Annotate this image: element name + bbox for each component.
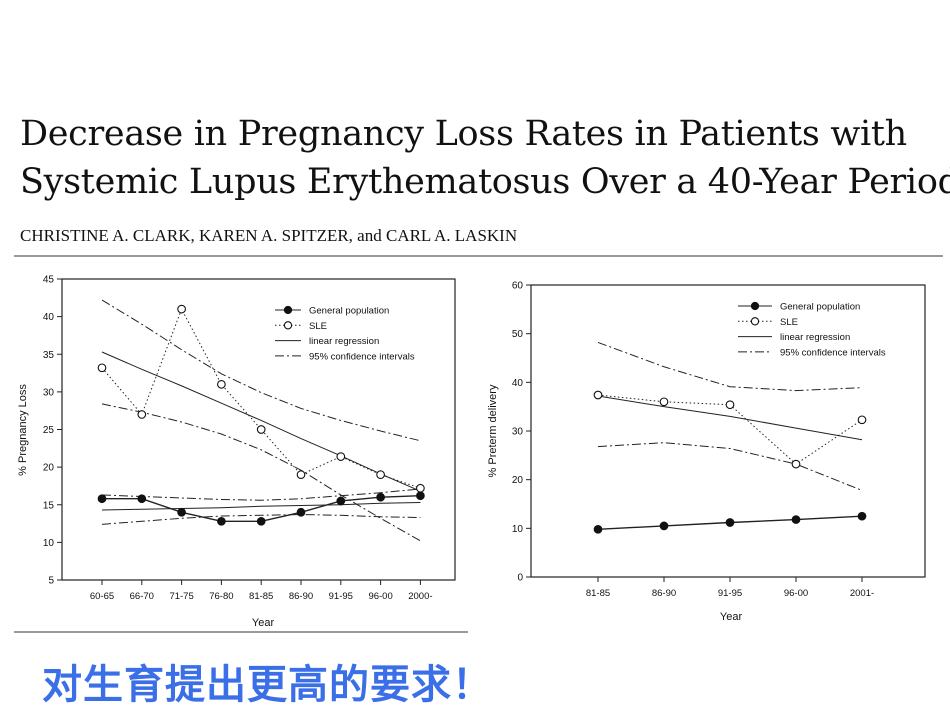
y-tick-label: 30 <box>512 427 524 438</box>
plot-frame <box>530 284 926 578</box>
legend-entry-label: SLE <box>309 321 327 332</box>
confidence-interval-line <box>597 442 863 491</box>
x-tick-label: 91-95 <box>329 591 353 602</box>
general-population-point <box>137 494 147 504</box>
x-tick-label: 96-00 <box>784 588 808 599</box>
sle-point <box>97 363 107 373</box>
general-population-point <box>725 518 735 527</box>
general-population-point <box>336 496 346 506</box>
x-tick-label: 86-90 <box>652 588 676 599</box>
divider-top <box>14 255 943 257</box>
authors-line: CHRISTINE A. CLARK, KAREN A. SPITZER, an… <box>20 226 518 245</box>
y-axis-label: % Preterm delivery <box>487 384 499 477</box>
legend-swatch-marker <box>283 321 293 330</box>
sle-point <box>296 470 306 480</box>
sle-point <box>416 483 425 493</box>
x-tick-label: 60-65 <box>90 591 114 602</box>
confidence-interval-line <box>101 299 421 442</box>
y-tick-label: 10 <box>43 538 55 549</box>
x-tick-label: 71-75 <box>169 591 193 602</box>
general-population-point <box>857 511 867 521</box>
slogan-text: 对生育提出更高的要求！ <box>42 662 493 708</box>
legend-entry-label: General population <box>780 302 860 313</box>
y-tick-label: 60 <box>512 281 524 292</box>
y-tick-label: 30 <box>43 387 55 398</box>
legend-entry-label: 95% confidence intervals <box>309 351 415 362</box>
chart-1: 5 10 15 20 25 30 35 40 45 60-65 66-70 71-75 76-80 81-… <box>17 275 456 629</box>
legend-swatch-marker <box>283 305 293 315</box>
general-population-point <box>791 515 801 524</box>
legend-entry-label: General population <box>309 306 389 317</box>
x-tick-label: 86-90 <box>289 591 313 602</box>
sle-series-line <box>101 307 421 489</box>
y-tick-label: 40 <box>512 378 524 389</box>
general-population-point <box>177 507 186 517</box>
sle-point <box>376 470 385 480</box>
x-tick-label: 96-00 <box>368 591 392 602</box>
x-tick-label: 2000- <box>408 591 432 602</box>
sle-point <box>217 380 226 389</box>
y-tick-label: 35 <box>43 350 55 361</box>
x-tick-label: 2001- <box>850 588 874 599</box>
title-line-1: Decrease in Pregnancy Loss Rates in Pati… <box>20 114 907 154</box>
general-population-point <box>97 494 107 504</box>
x-tick-label: 66-70 <box>130 591 154 602</box>
sle-point <box>857 415 867 425</box>
y-tick-label: 40 <box>43 312 55 323</box>
regression-line <box>597 395 863 441</box>
general-population-point <box>217 516 226 526</box>
sle-point <box>256 425 266 434</box>
regression-line <box>101 351 421 492</box>
y-tick-label: 20 <box>512 475 524 486</box>
sle-point <box>137 410 147 419</box>
legend-entry-label: linear regression <box>780 332 850 343</box>
legend-entry-label: 95% confidence intervals <box>780 347 886 358</box>
sle-point <box>336 452 346 461</box>
x-tick-label: 81-85 <box>249 591 273 602</box>
sle-point <box>791 459 801 469</box>
general-population-point <box>593 524 603 534</box>
legend-swatch-marker <box>750 317 760 326</box>
y-tick-label: 25 <box>43 425 55 436</box>
legend-entry-label: SLE <box>780 317 798 328</box>
confidence-interval-line <box>101 488 421 501</box>
general-population-point <box>416 491 425 501</box>
divider-bottom <box>14 631 468 633</box>
x-tick-label: 76-80 <box>209 591 233 602</box>
chart-2: 0 10 20 30 40 50 60 81-85 86-90 91-95 96-00 2001- % … <box>487 281 926 623</box>
legend-swatch-marker <box>750 301 760 311</box>
y-tick-label: 45 <box>43 275 55 286</box>
y-axis-label: % Pregnancy Loss <box>17 384 29 476</box>
y-tick-label: 50 <box>512 329 524 340</box>
legend-entry-label: linear regression <box>309 336 379 347</box>
regression-line <box>101 501 421 511</box>
slide-title: Decrease in Pregnancy Loss Rates in Pati… <box>20 110 950 206</box>
sle-point <box>593 390 603 400</box>
sle-point <box>659 397 669 407</box>
confidence-interval-line <box>101 514 421 525</box>
confidence-interval-line <box>597 341 863 392</box>
general-population-point <box>659 521 669 531</box>
title-line-2: Systemic Lupus Erythematosus Over a 40-Y… <box>20 162 950 202</box>
y-tick-label: 10 <box>512 524 524 535</box>
general-population-point <box>376 492 385 502</box>
sle-point <box>725 400 735 410</box>
confidence-interval-line <box>101 403 421 542</box>
x-tick-label: 81-85 <box>586 588 610 599</box>
general-population-point <box>296 507 306 517</box>
x-tick-label: 91-95 <box>718 588 742 599</box>
sle-point <box>177 304 186 314</box>
y-tick-label: 5 <box>48 576 54 587</box>
x-axis-label: Year <box>720 611 743 623</box>
general-population-point <box>256 516 266 526</box>
x-axis-label: Year <box>252 617 275 629</box>
y-tick-label: 20 <box>43 463 55 474</box>
y-tick-label: 15 <box>43 500 55 511</box>
y-tick-label: 0 <box>517 573 523 584</box>
